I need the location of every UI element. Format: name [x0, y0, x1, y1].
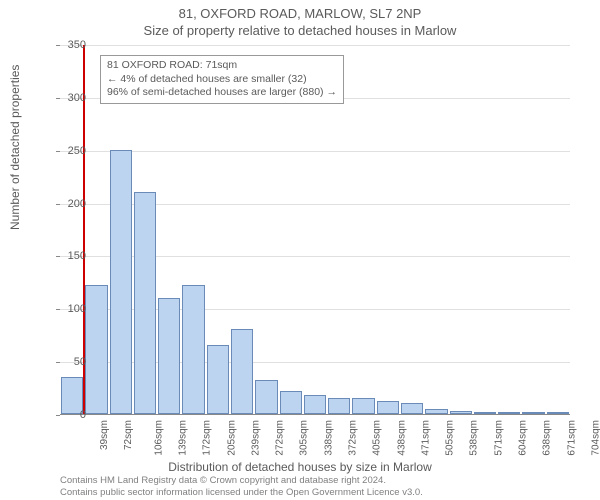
histogram-bar: [450, 411, 472, 414]
histogram-bar: [352, 398, 374, 414]
x-tick-label: 239sqm: [250, 420, 261, 456]
x-tick-label: 604sqm: [518, 420, 529, 456]
x-tick-label: 405sqm: [372, 420, 383, 456]
x-tick-label: 671sqm: [566, 420, 577, 456]
histogram-bar: [231, 329, 253, 414]
x-tick-label: 106sqm: [153, 420, 164, 456]
histogram-bar: [255, 380, 277, 414]
x-axis-label: Distribution of detached houses by size …: [0, 460, 600, 474]
x-tick-label: 172sqm: [202, 420, 213, 456]
histogram-bar: [522, 412, 544, 414]
x-tick-label: 538sqm: [469, 420, 480, 456]
histogram-bar: [85, 285, 107, 414]
y-axis-label: Number of detached properties: [8, 65, 22, 230]
annotation-line1: 81 OXFORD ROAD: 71sqm: [107, 59, 337, 73]
y-tick-label: 350: [56, 39, 86, 51]
x-tick-label: 505sqm: [445, 420, 456, 456]
x-tick-label: 205sqm: [226, 420, 237, 456]
x-tick-label: 372sqm: [348, 420, 359, 456]
x-tick-label: 438sqm: [396, 420, 407, 456]
y-tick-label: 50: [56, 356, 86, 368]
attribution: Contains HM Land Registry data © Crown c…: [60, 475, 423, 498]
annotation-line2: ← 4% of detached houses are smaller (32): [107, 73, 337, 87]
attribution-line2: Contains public sector information licen…: [60, 487, 423, 498]
histogram-bar: [474, 412, 496, 414]
histogram-bar: [134, 192, 156, 414]
histogram-bar: [498, 412, 520, 414]
y-tick-label: 200: [56, 198, 86, 210]
attribution-line1: Contains HM Land Registry data © Crown c…: [60, 475, 423, 486]
histogram-bar: [158, 298, 180, 414]
plot-area: 39sqm72sqm106sqm139sqm172sqm205sqm239sqm…: [60, 45, 570, 415]
x-tick-label: 638sqm: [542, 420, 553, 456]
histogram-bar: [377, 401, 399, 414]
histogram-bar: [328, 398, 350, 414]
annotation-line3: 96% of semi-detached houses are larger (…: [107, 86, 337, 100]
histogram-bar: [207, 345, 229, 414]
y-tick-label: 100: [56, 303, 86, 315]
y-tick-label: 150: [56, 250, 86, 262]
gridline: [60, 151, 570, 152]
x-tick-label: 338sqm: [323, 420, 334, 456]
x-tick-label: 39sqm: [99, 420, 110, 450]
histogram-bar: [304, 395, 326, 414]
y-tick-label: 0: [56, 409, 86, 421]
x-tick-label: 704sqm: [590, 420, 600, 456]
histogram-chart: 81, OXFORD ROAD, MARLOW, SL7 2NP Size of…: [0, 0, 600, 500]
histogram-bar: [182, 285, 204, 414]
chart-title-main: 81, OXFORD ROAD, MARLOW, SL7 2NP: [0, 0, 600, 21]
x-tick-label: 139sqm: [178, 420, 189, 456]
x-tick-label: 72sqm: [123, 420, 134, 450]
histogram-bar: [401, 403, 423, 414]
histogram-bar: [547, 412, 569, 414]
annotation-box: 81 OXFORD ROAD: 71sqm ← 4% of detached h…: [100, 55, 344, 104]
y-tick-label: 250: [56, 145, 86, 157]
y-tick-label: 300: [56, 92, 86, 104]
x-tick-label: 571sqm: [493, 420, 504, 456]
chart-title-sub: Size of property relative to detached ho…: [0, 21, 600, 38]
x-tick-label: 272sqm: [275, 420, 286, 456]
histogram-bar: [280, 391, 302, 414]
gridline: [60, 45, 570, 46]
x-tick-label: 471sqm: [420, 420, 431, 456]
histogram-bar: [110, 150, 132, 414]
histogram-bar: [425, 409, 447, 414]
x-tick-label: 305sqm: [299, 420, 310, 456]
